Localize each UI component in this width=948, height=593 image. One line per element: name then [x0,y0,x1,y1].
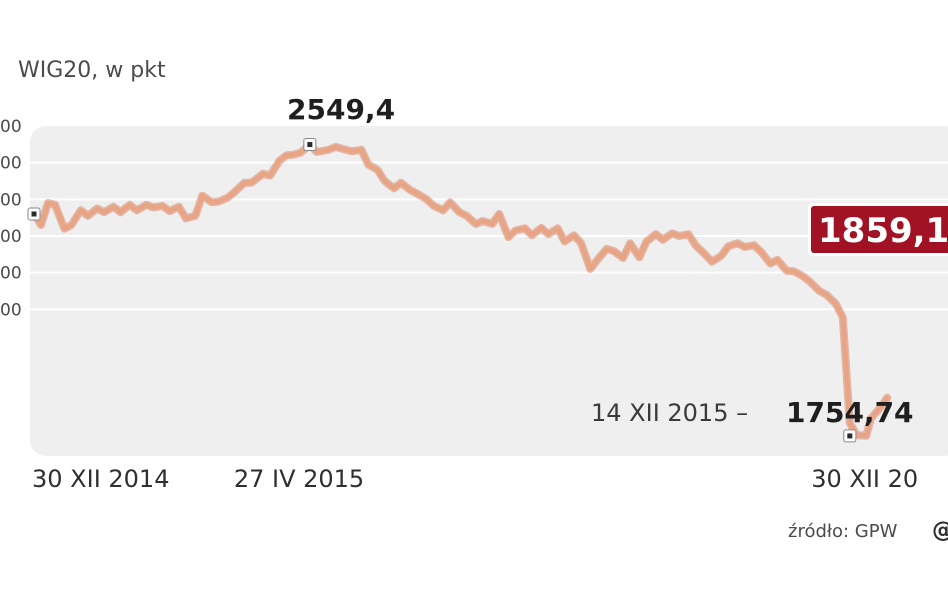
min-point-marker-center [847,433,853,439]
x-tick-label: 30 XII 2014 [32,465,169,493]
max-value-label: 2549,4 [287,93,395,126]
y-axis-ticks: 00 00 00 00 00 00 [0,117,22,320]
grid-lines [30,161,948,311]
logo-mark: @ [932,518,948,543]
last-value-badge-fill [811,206,948,253]
source-label: źródło: GPW [788,521,898,542]
x-tick-label: 27 IV 2015 [234,465,364,493]
series-line [31,142,890,439]
plot-background [30,126,948,456]
annotation-markers [27,138,857,443]
y-tick-label: 00 [0,154,22,174]
chart-title: WIG20, w pkt [18,58,166,83]
y-tick-label: 00 [0,300,22,320]
y-tick-label: 00 [0,117,22,137]
y-tick-label: 00 [0,264,22,284]
x-tick-label: 30 XII 20 [811,465,918,493]
start-point-marker-center [31,211,37,217]
x-axis-ticks: 30 XII 2014 27 IV 2015 30 XII 20 [32,465,918,493]
min-date-label: 14 XII 2015 – [591,399,748,427]
y-tick-label: 00 [0,190,22,210]
data-series [30,140,892,440]
last-value-badge: 1859,1 [808,203,948,256]
max-point-marker-center [307,142,313,148]
y-tick-label: 00 [0,227,22,247]
min-value-label: 1754,74 [786,396,914,429]
last-value-label: 1859,1 [818,211,948,251]
